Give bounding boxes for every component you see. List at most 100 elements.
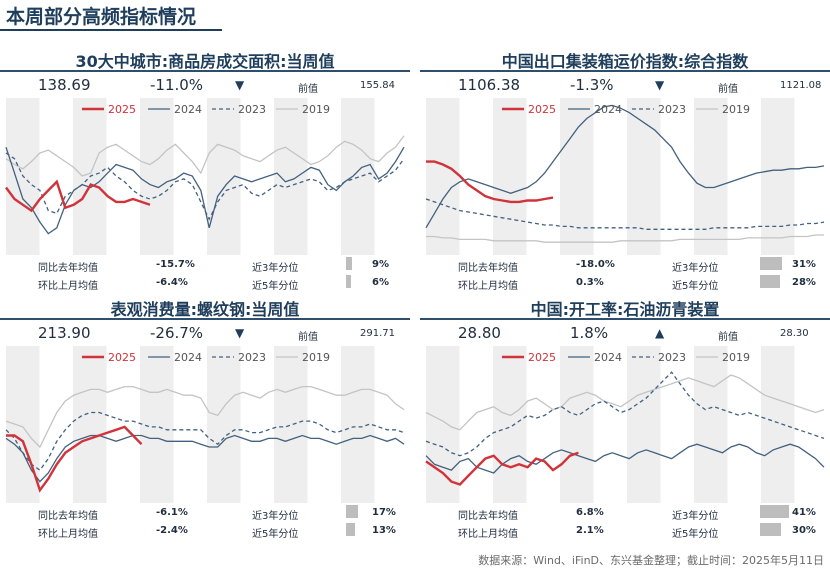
pct3-bar xyxy=(346,257,353,270)
pct5-label: 近5年分位 xyxy=(252,281,299,292)
yoy-label: 同比去年均值 xyxy=(458,263,518,274)
chart-panel-housing: 30大中城市:商品房成交面积:当周值 138.69 -11.0% ▼ 前值 155.84 2… xyxy=(0,48,410,298)
month-band xyxy=(274,98,308,255)
pct3-label: 近3年分位 xyxy=(672,263,719,274)
month-band xyxy=(694,98,728,255)
month-band xyxy=(694,346,728,503)
pct5-label: 近5年分位 xyxy=(672,529,719,540)
plot-area: 2025 2024 2023 2019 xyxy=(5,346,405,503)
legend-label-2024: 2024 xyxy=(174,351,202,364)
pct3-label: 近3年分位 xyxy=(252,263,299,274)
plot-area: 2025 2024 2023 2019 xyxy=(5,98,405,255)
month-band xyxy=(560,98,594,255)
chart-title-rule xyxy=(420,318,830,320)
pct5-label: 近5年分位 xyxy=(252,529,299,540)
legend-label-2024: 2024 xyxy=(174,103,202,116)
pct3-bar xyxy=(346,505,358,518)
month-band xyxy=(341,98,375,255)
pct3-label: 近3年分位 xyxy=(672,511,719,522)
series-line-2025 xyxy=(5,179,151,213)
month-band xyxy=(627,98,661,255)
prev-value: 291.71 xyxy=(360,328,395,339)
pct5-value: 6% xyxy=(372,277,389,288)
series-line-2023 xyxy=(425,371,825,457)
chart-title-rule xyxy=(0,318,410,320)
legend-label-2019: 2019 xyxy=(302,351,330,364)
pct3-label: 近3年分位 xyxy=(252,511,299,522)
legend-label-2024: 2024 xyxy=(594,103,622,116)
series-line-2019 xyxy=(5,135,405,177)
chart-title: 中国出口集装箱运价指数:综合指数 xyxy=(501,52,749,71)
prev-value: 28.30 xyxy=(780,328,809,339)
month-band xyxy=(426,346,460,503)
stats-block: 同比去年均值 -6.1% 环比上月均值 -2.4% 近3年分位 近5年分位 17% 13% xyxy=(0,503,410,545)
legend-label-2023: 2023 xyxy=(238,351,266,364)
pct3-value: 9% xyxy=(372,259,389,270)
prev-value: 155.84 xyxy=(360,80,395,91)
current-value: 28.80 xyxy=(458,324,501,342)
pct5-label: 近5年分位 xyxy=(672,281,719,292)
stats-block: 同比去年均值 -15.7% 环比上月均值 -6.4% 近3年分位 近5年分位 9% 6% xyxy=(0,255,410,297)
current-value: 1106.38 xyxy=(458,76,521,94)
direction-arrow: ▼ xyxy=(235,326,245,340)
month-band xyxy=(493,346,527,503)
yoy-value: 6.8% xyxy=(576,507,604,518)
legend-label-2023: 2023 xyxy=(658,351,686,364)
chart-panel-rebar: 表观消费量:螺纹钢:当周值 213.90 -26.7% ▼ 前值 291.71 2025 20… xyxy=(0,296,410,546)
yoy-value: -6.1% xyxy=(156,507,188,518)
change-value: -11.0% xyxy=(150,76,204,94)
change-value: -1.3% xyxy=(570,76,614,94)
series-line-2024 xyxy=(425,104,825,229)
mom-value: -2.4% xyxy=(156,525,188,536)
series-line-2019 xyxy=(5,385,405,449)
yoy-label: 同比去年均值 xyxy=(458,511,518,522)
month-band xyxy=(560,346,594,503)
pct5-value: 30% xyxy=(792,525,816,536)
legend-label-2025: 2025 xyxy=(108,351,136,364)
current-value: 213.90 xyxy=(38,324,91,342)
mom-value: -6.4% xyxy=(156,277,188,288)
yoy-value: -18.0% xyxy=(576,259,615,270)
stats-block: 同比去年均值 -18.0% 环比上月均值 0.3% 近3年分位 近5年分位 31% 28% xyxy=(420,255,830,297)
mom-label: 环比上月均值 xyxy=(458,529,518,540)
series-line-2024 xyxy=(425,443,825,474)
legend-label-2019: 2019 xyxy=(722,103,750,116)
direction-arrow: ▲ xyxy=(655,326,665,340)
month-band xyxy=(274,346,308,503)
chart-panel-container: 中国出口集装箱运价指数:综合指数 1106.38 -1.3% ▼ 前值 1121.08 20… xyxy=(420,48,830,298)
chart-title-rule xyxy=(0,70,410,72)
legend-label-2025: 2025 xyxy=(528,351,556,364)
chart-title: 30大中城市:商品房成交面积:当周值 xyxy=(75,52,335,71)
change-value: 1.8% xyxy=(570,324,609,342)
current-value: 138.69 xyxy=(38,76,91,94)
yoy-value: -15.7% xyxy=(156,259,195,270)
legend-label-2025: 2025 xyxy=(108,103,136,116)
month-band xyxy=(140,346,174,503)
series-line-2024 xyxy=(5,146,405,235)
mom-value: 2.1% xyxy=(576,525,604,536)
chart-title: 表观消费量:螺纹钢:当周值 xyxy=(110,300,300,319)
stats-block: 同比去年均值 6.8% 环比上月均值 2.1% 近3年分位 近5年分位 41% 30% xyxy=(420,503,830,545)
prev-value: 1121.08 xyxy=(780,80,822,91)
chart-title: 中国:开工率:石油沥青装置 xyxy=(530,300,720,319)
month-band xyxy=(140,98,174,255)
chart-panel-asphalt: 中国:开工率:石油沥青装置 28.80 1.8% ▲ 前值 28.30 2025 2024 20… xyxy=(420,296,830,546)
pct3-value: 31% xyxy=(792,259,816,270)
mom-value: 0.3% xyxy=(576,277,604,288)
page-title-underline xyxy=(0,29,222,31)
series-line-2019 xyxy=(426,234,824,243)
direction-arrow: ▼ xyxy=(235,78,245,92)
mom-label: 环比上月均值 xyxy=(38,529,98,540)
series-line-2025 xyxy=(6,425,143,493)
month-band xyxy=(627,346,661,503)
mom-label: 环比上月均值 xyxy=(38,281,98,292)
direction-arrow: ▼ xyxy=(655,78,665,92)
mom-label: 环比上月均值 xyxy=(458,281,518,292)
prev-label: 前值 xyxy=(718,84,738,95)
legend-label-2023: 2023 xyxy=(658,103,686,116)
pct5-bar xyxy=(760,275,780,288)
series-line-2019 xyxy=(425,374,825,431)
series-line-2024 xyxy=(5,434,405,483)
month-band xyxy=(761,346,795,503)
prev-label: 前值 xyxy=(298,84,318,95)
